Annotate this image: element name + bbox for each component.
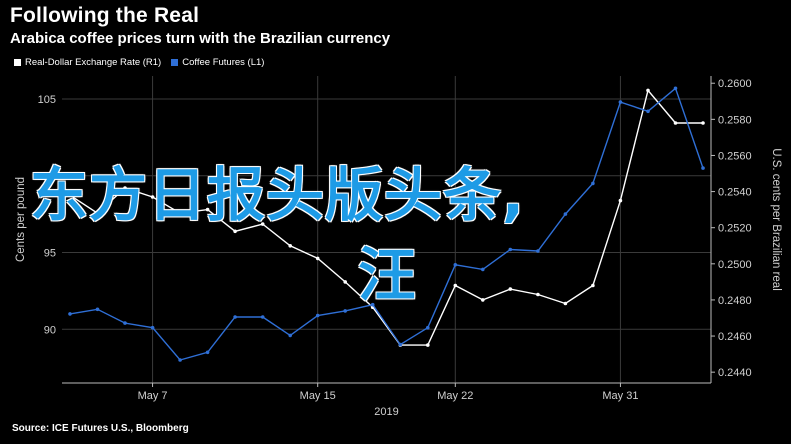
point-coffee-futures [150,325,155,330]
point-exchange-rate [646,88,650,93]
legend-swatch-coffee-futures [171,59,179,66]
point-coffee-futures [508,247,513,252]
legend-swatch-exchange-rate [14,59,21,66]
point-coffee-futures [343,309,348,313]
point-exchange-rate [481,298,485,302]
left-tick-label: 100 [38,171,56,183]
point-coffee-futures [123,321,127,325]
series-line-coffee-futures [69,87,704,361]
legend-label-coffee-futures: Coffee Futures (L1) [182,57,265,68]
series-line-exchange-rate [69,88,703,346]
right-tick-label: 0.2440 [718,367,752,379]
grid-layer [62,76,711,383]
x-tick-label: May 7 [138,390,168,402]
left-tick-label: 90 [44,324,56,336]
point-coffee-futures [563,212,568,216]
point-coffee-futures [95,307,100,312]
left-tick-label: 95 [44,248,56,260]
x-tick-label: May 15 [300,390,336,402]
right-axis-title: U.S. cents per Brazilian real [770,148,782,291]
point-exchange-rate [426,343,430,347]
point-exchange-rate [591,283,595,288]
right-tick-label: 0.2560 [718,150,752,162]
x-tick-label: May 22 [437,390,473,402]
legend-item-coffee-futures: Coffee Futures (L1) [171,57,264,68]
point-exchange-rate [563,301,568,306]
point-coffee-futures [701,166,705,170]
point-coffee-futures [398,342,403,347]
right-tick-label: 0.2520 [718,223,752,235]
point-coffee-futures [673,86,678,91]
point-coffee-futures [68,312,72,316]
point-coffee-futures [591,181,595,186]
point-coffee-futures [426,325,430,330]
point-exchange-rate [288,244,293,248]
point-exchange-rate [178,211,182,215]
right-tick-label: 0.2460 [718,331,752,343]
right-tick-label: 0.2600 [718,78,752,90]
point-exchange-rate [95,211,100,215]
axis-layer [62,76,715,387]
left-tick-label: 105 [38,94,56,106]
point-exchange-rate [150,195,155,199]
point-exchange-rate [260,222,265,226]
point-coffee-futures [288,333,293,338]
point-exchange-rate [618,198,623,203]
point-exchange-rate [453,283,458,288]
point-exchange-rate [536,292,540,297]
series-layer [68,86,705,362]
point-exchange-rate [315,256,320,261]
point-coffee-futures [205,350,210,355]
label-layer: 105 100 95 90 0.2600 0.2580 0.2560 0.2540 0.2520… [15,78,782,418]
chart-title: Following the Real [10,4,200,27]
point-coffee-futures [618,100,623,104]
point-exchange-rate [343,280,348,284]
legend-label-exchange-rate: Real-Dollar Exchange Rate (R1) [25,57,162,68]
right-tick-label: 0.2540 [718,187,752,199]
point-coffee-futures [178,358,182,362]
right-tick-label: 0.2580 [718,114,752,126]
point-coffee-futures [536,249,540,253]
point-exchange-rate [673,121,678,125]
right-tick-label: 0.2500 [718,259,752,271]
point-coffee-futures [315,313,320,318]
x-tick-label: May 31 [602,390,638,402]
point-exchange-rate [701,121,705,125]
point-coffee-futures [646,109,650,114]
point-exchange-rate [508,287,513,291]
point-coffee-futures [481,267,485,272]
right-tick-label: 0.2480 [718,295,752,307]
point-exchange-rate [123,186,127,190]
point-exchange-rate [233,229,237,234]
point-coffee-futures [260,315,265,319]
point-coffee-futures [370,302,375,307]
source-note: Source: ICE Futures U.S., Bloomberg [12,423,189,434]
legend-item-exchange-rate: Real-Dollar Exchange Rate (R1) [14,57,161,68]
legend: Real-Dollar Exchange Rate (R1) Coffee Fu… [14,57,264,68]
point-coffee-futures [233,315,237,319]
point-exchange-rate [205,207,210,212]
point-coffee-futures [453,263,458,267]
chart-subtitle: Arabica coffee prices turn with the Braz… [10,30,391,47]
x-axis-title: 2019 [374,406,398,418]
left-axis-title: Cents per pound [15,177,27,262]
point-exchange-rate [68,193,72,197]
